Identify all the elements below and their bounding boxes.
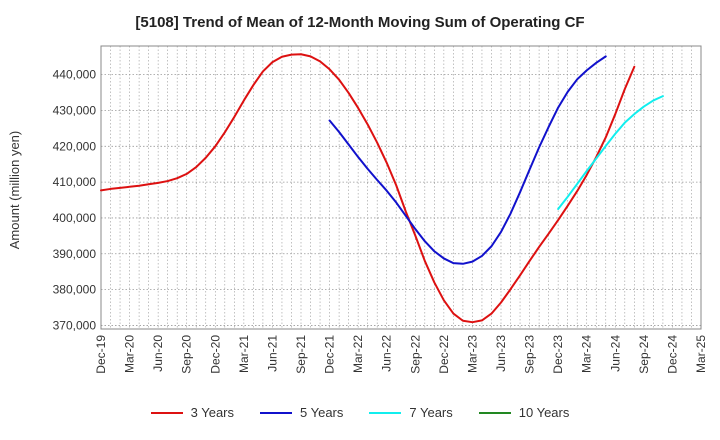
series-line-7-years [557,95,664,210]
x-tick-label: Mar-24 [580,335,594,373]
legend-item: 5 Years [260,405,343,420]
series-line-3-years [100,53,636,324]
x-tick-label: Sep-21 [294,335,308,374]
x-axis-tick-labels: Dec-19 Mar-20 Jun-20 Sep-20 Dec-20 Mar-21 Jun-… [94,335,708,374]
legend-label: 5 Years [300,405,344,420]
legend-swatch [478,411,511,414]
x-tick-label: Jun-22 [380,335,394,372]
legend-item: 7 Years [369,405,453,420]
x-tick-label: Mar-20 [123,335,137,373]
x-tick-label: Dec-24 [665,335,679,374]
x-tick-label: Dec-22 [437,335,451,374]
legend-label: 10 Years [518,405,570,420]
plot-frame [100,45,702,330]
y-tick-label: 410,000 [53,175,97,189]
chart-title: [5108] Trend of Mean of 12-Month Moving … [135,14,585,31]
x-tick-label: Mar-21 [237,335,251,373]
x-tick-label: Dec-23 [551,335,565,374]
series-lines [100,53,664,324]
series-line-5-years [328,55,607,265]
x-tick-label: Jun-20 [151,335,165,372]
x-tick-label: Dec-21 [323,335,337,374]
y-axis-tick-labels: 370,000 380,000 390,000 400,000 410,000 420,0… [53,68,97,333]
legend-label: 3 Years [190,405,234,420]
x-tick-label: Sep-24 [637,335,651,374]
legend-swatch [150,411,183,414]
grid-lines [101,46,701,329]
x-tick-label: Sep-20 [180,335,194,374]
legend-item: 3 Years [150,405,234,420]
x-tick-label: Dec-20 [208,335,222,374]
legend-item: 10 Years [478,405,570,420]
y-tick-label: 370,000 [53,318,97,332]
y-tick-label: 440,000 [53,68,97,82]
y-tick-label: 400,000 [53,211,97,225]
y-axis-title: Amount (million yen) [7,131,22,250]
x-tick-label: Mar-22 [351,335,365,373]
legend: 3 Years 5 Years 7 Years 10 Years [0,405,720,420]
legend-swatch [260,411,292,414]
y-tick-label: 430,000 [53,103,97,117]
legend-label: 7 Years [409,405,453,420]
x-tick-label: Mar-23 [465,335,479,373]
x-tick-label: Sep-22 [408,335,422,374]
x-tick-label: Mar-25 [694,335,708,373]
x-tick-label: Sep-23 [523,335,537,374]
x-tick-label: Jun-23 [494,335,508,372]
x-tick-label: Dec-19 [94,335,108,374]
y-tick-label: 390,000 [53,247,97,261]
y-tick-label: 420,000 [53,139,97,153]
legend-swatch [369,411,402,414]
x-tick-label: Jun-21 [265,335,279,372]
x-tick-label: Jun-24 [608,335,622,372]
y-tick-label: 380,000 [53,283,97,297]
